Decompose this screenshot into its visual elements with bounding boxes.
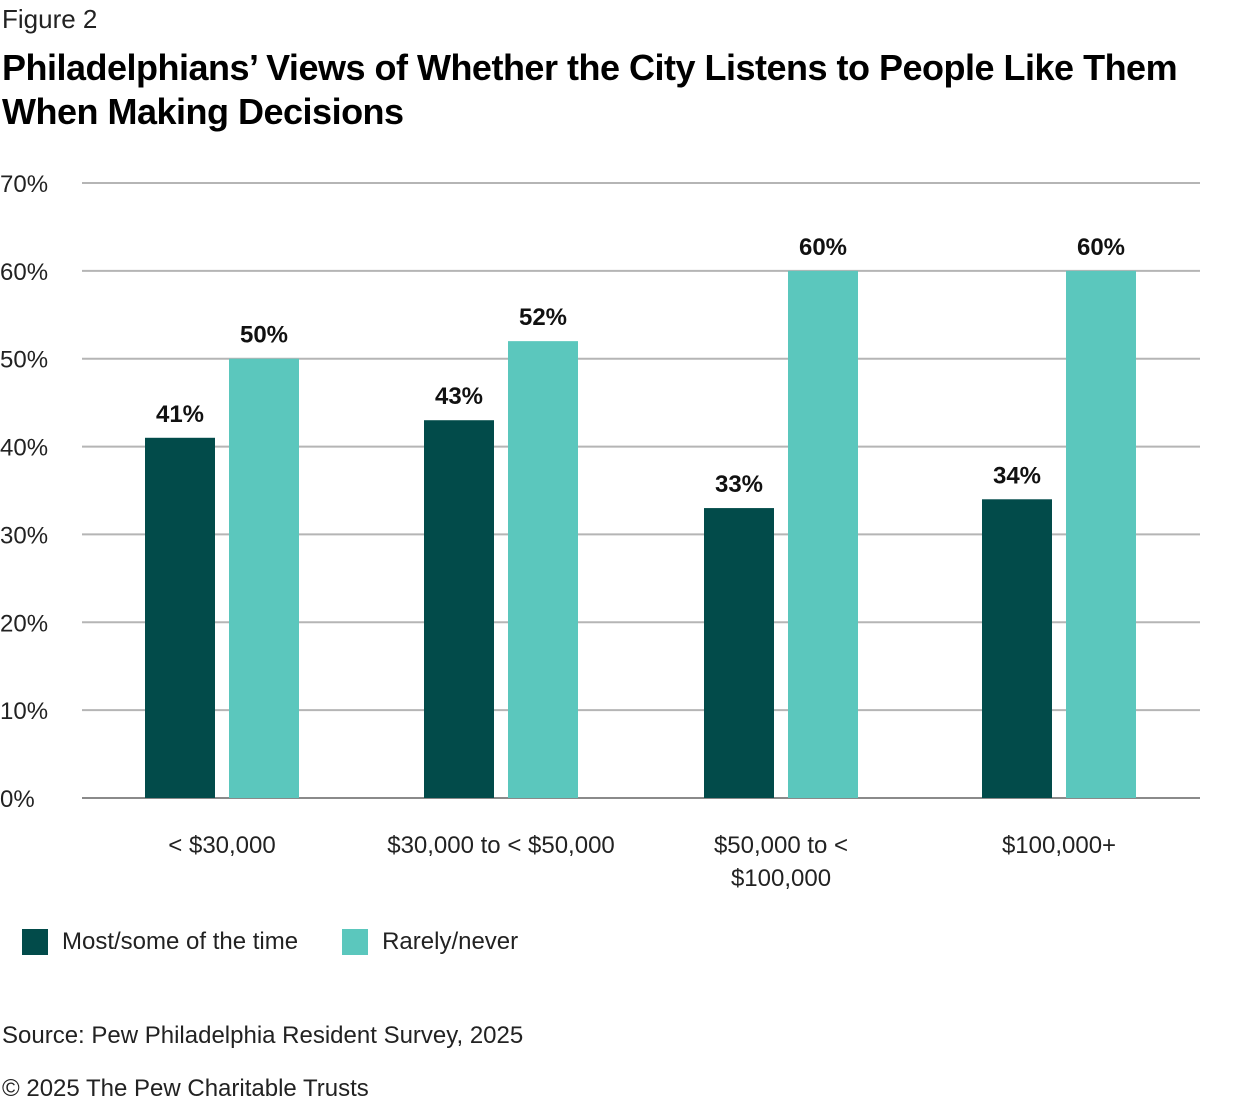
chart-title: Philadelphians’ Views of Whether the Cit…	[2, 47, 1178, 132]
data-label: 34%	[993, 462, 1041, 489]
x-tick-label: < $30,000	[168, 832, 275, 859]
legend-item-most-some: Most/some of the time	[22, 928, 298, 956]
y-tick-label: 10%	[0, 698, 48, 725]
bar-rarely-never	[788, 270, 858, 798]
y-tick-label: 70%	[0, 171, 48, 198]
bar-rarely-never	[508, 341, 578, 798]
data-label: 60%	[799, 234, 847, 261]
x-tick-label: $30,000 to < $50,000	[387, 832, 615, 859]
bar-most-some	[424, 420, 494, 798]
data-label: 41%	[156, 401, 204, 428]
x-tick-label: $50,000 to <	[714, 832, 848, 859]
y-tick-label: 60%	[0, 259, 48, 286]
legend: Most/some of the time Rarely/never	[22, 928, 562, 956]
data-label: 33%	[715, 471, 763, 498]
copyright-note: © 2025 The Pew Charitable Trusts	[2, 1075, 369, 1102]
bar-most-some	[704, 508, 774, 798]
legend-label-rarely-never: Rarely/never	[382, 928, 519, 955]
y-tick-label: 20%	[0, 610, 48, 637]
legend-swatch-dark	[22, 929, 48, 955]
data-label: 52%	[519, 304, 567, 331]
x-tick-label: $100,000+	[1002, 832, 1116, 859]
data-label: 60%	[1077, 234, 1125, 261]
figure-label: Figure 2	[2, 4, 98, 34]
bar-rarely-never	[1066, 270, 1136, 798]
y-tick-label: 50%	[0, 347, 48, 374]
y-tick-label: 30%	[0, 522, 48, 549]
x-tick-label: $100,000	[731, 865, 831, 892]
y-tick-label: 40%	[0, 435, 48, 462]
bar-most-some	[982, 499, 1052, 798]
y-tick-label: 0%	[0, 786, 35, 813]
data-label: 43%	[435, 383, 483, 410]
bar-chart: 0% 10% 20% 30% 40% 50% 60% 70% 41% 50% < $30,000 43…	[0, 171, 1200, 892]
legend-swatch-light	[342, 929, 369, 955]
bar-rarely-never	[229, 358, 299, 798]
bar-most-some	[145, 437, 215, 798]
data-label: 50%	[240, 322, 288, 349]
legend-label-most-some: Most/some of the time	[62, 928, 299, 955]
source-note: Source: Pew Philadelphia Resident Survey…	[2, 1022, 524, 1049]
legend-item-rarely-never: Rarely/never	[342, 928, 518, 956]
